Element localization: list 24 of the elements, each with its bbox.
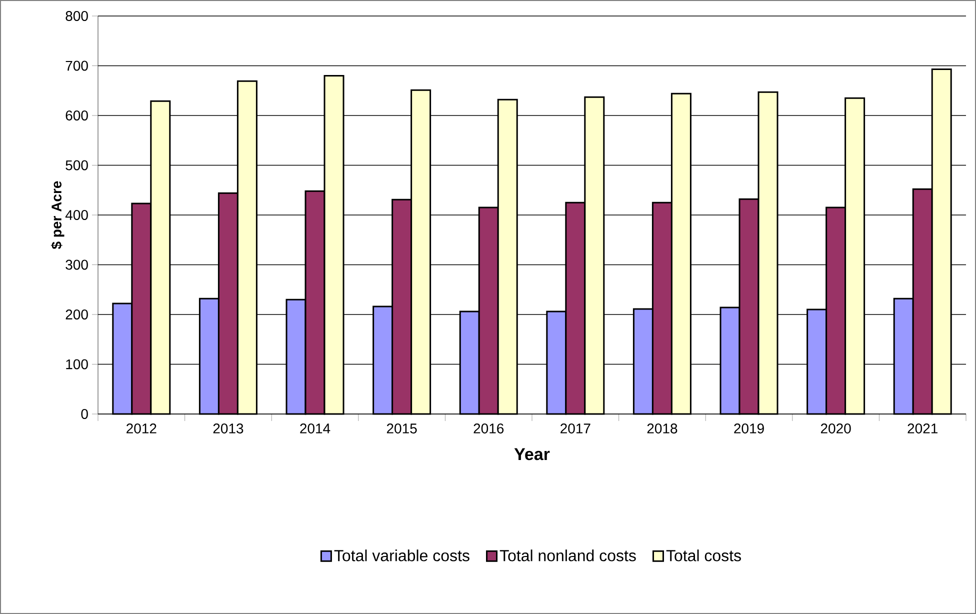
y-tick-label: 700 <box>66 60 88 71</box>
x-tick-label: 2017 <box>560 424 590 434</box>
x-tick-label: 2015 <box>386 424 417 434</box>
x-tick-label: 2019 <box>734 424 764 434</box>
x-axis-title: Year <box>514 448 550 460</box>
x-tick-label: 2013 <box>213 424 244 434</box>
y-tick-label: 500 <box>66 160 88 170</box>
x-tick-label: 2016 <box>474 424 504 434</box>
y-axis-title: $ per Acre <box>50 181 64 250</box>
legend-label: Total variable costs <box>334 550 470 562</box>
legend-label: Total costs <box>666 550 741 562</box>
y-tick-label: 600 <box>66 110 88 120</box>
x-tick-label: 2014 <box>300 424 330 434</box>
y-tick-label: 200 <box>66 310 88 320</box>
x-tick-label: 2021 <box>908 424 938 434</box>
legend-label: Total nonland costs <box>500 550 636 562</box>
y-tick-label: 100 <box>66 359 88 370</box>
y-tick-label: 400 <box>65 210 88 220</box>
x-tick-label: 2020 <box>820 424 851 434</box>
y-tick-label: 300 <box>66 260 88 270</box>
y-tick-label: 0 <box>81 409 88 419</box>
y-tick-label: 800 <box>66 11 88 21</box>
x-tick-label: 2012 <box>126 424 156 434</box>
x-tick-label: 2018 <box>647 424 678 434</box>
